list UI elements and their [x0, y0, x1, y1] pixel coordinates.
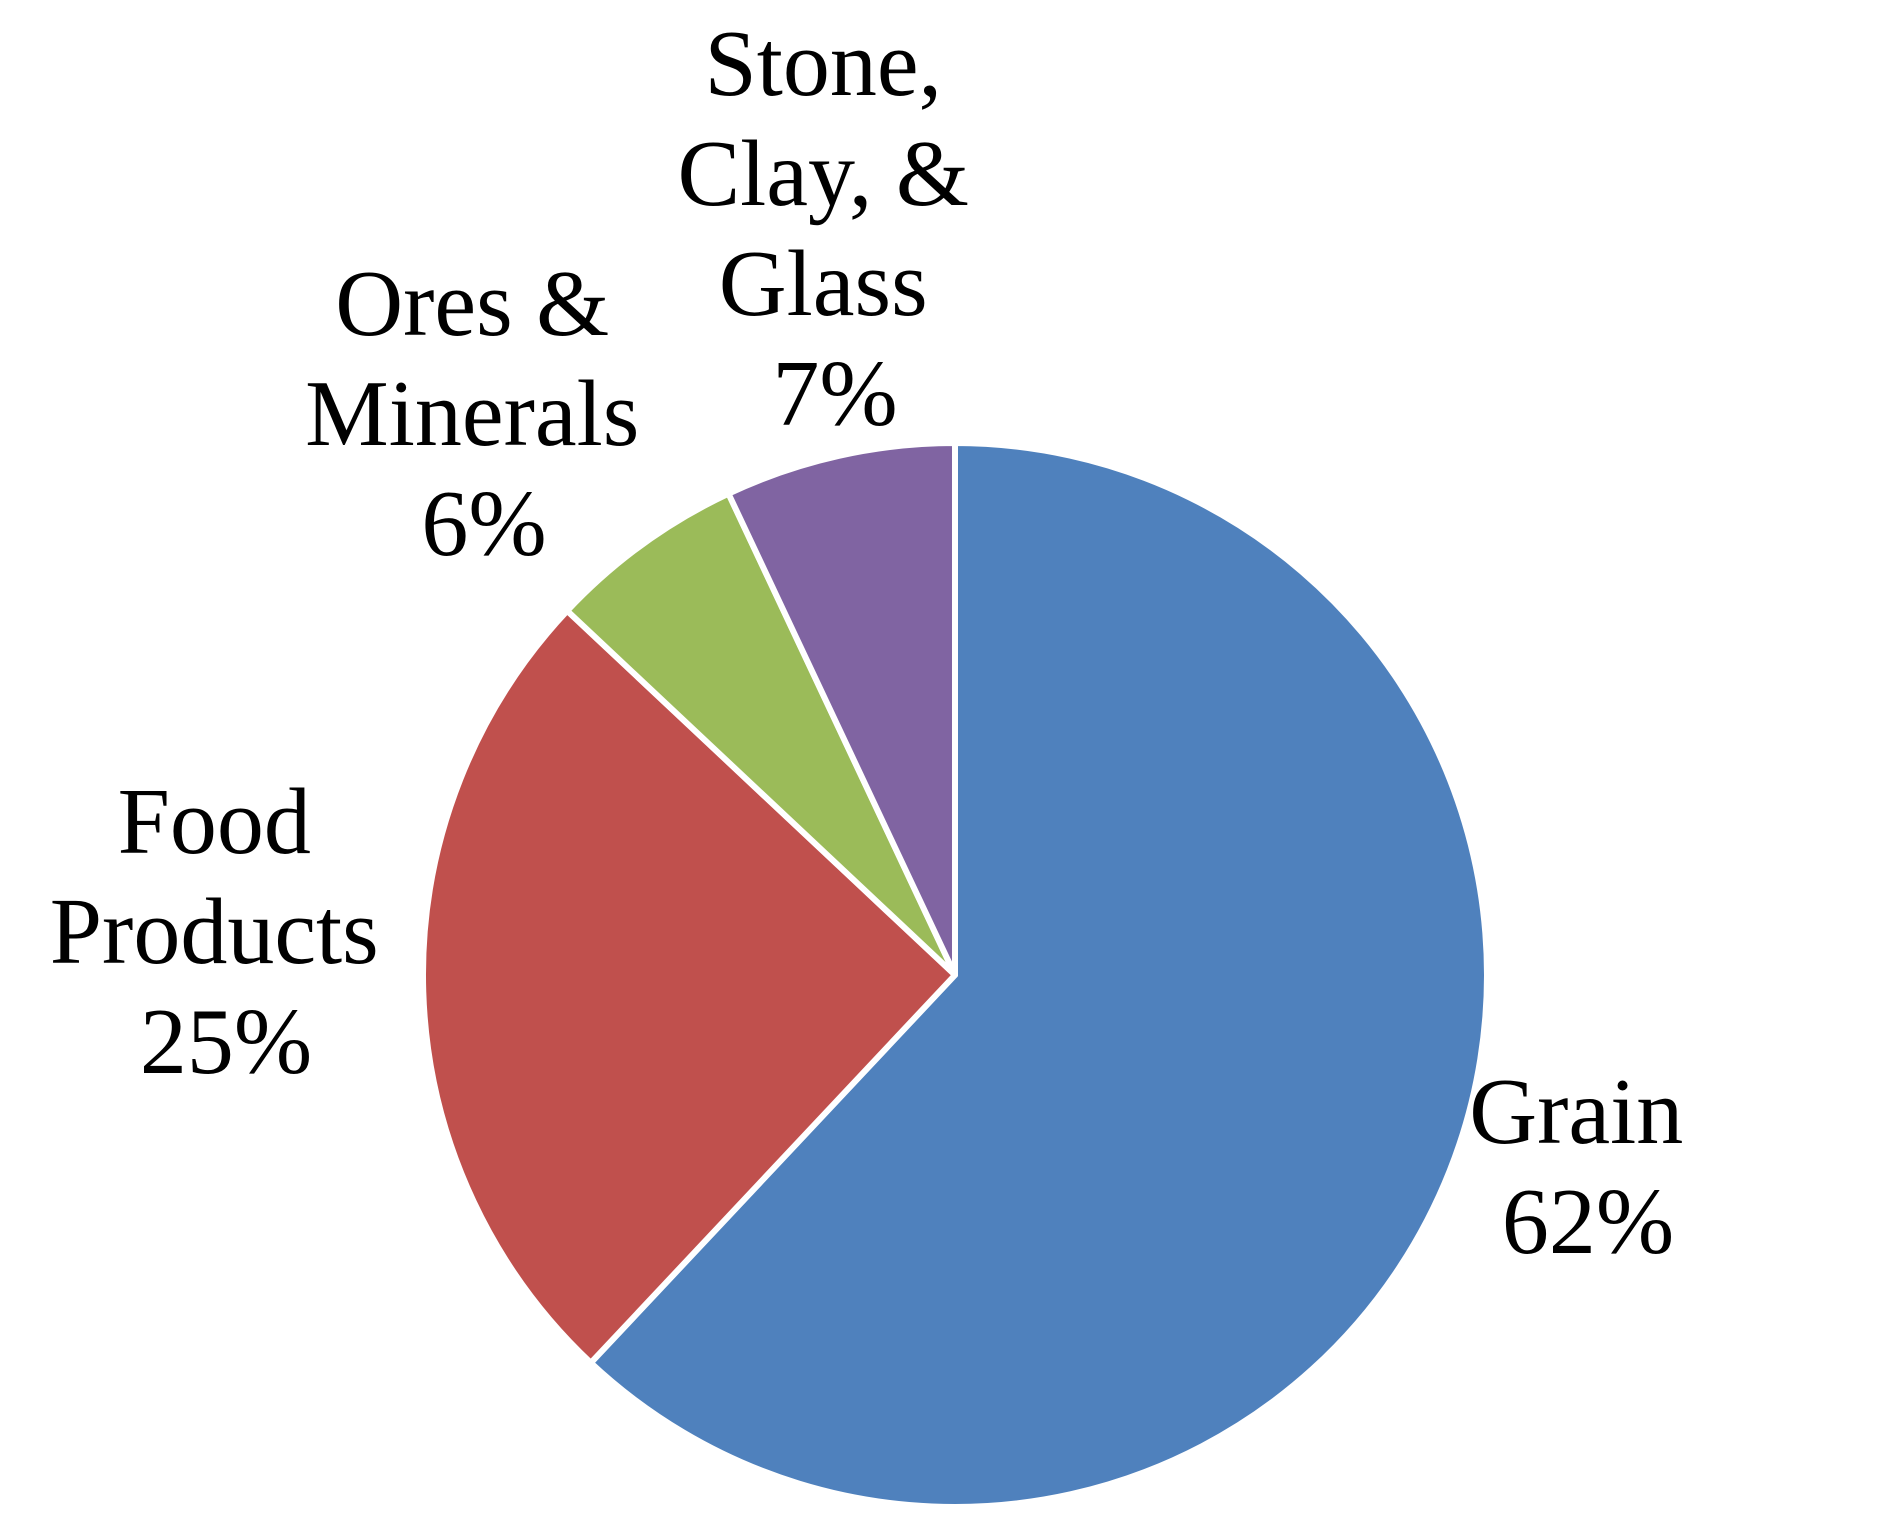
slice-value-label: 6%: [421, 472, 546, 576]
pie-slice-ores-minerals: [564, 490, 958, 978]
slice-label-stone-clay-glass: Stone, Clay, & Glass 7%: [677, 12, 992, 446]
labels-layer: Grain 62% Food Products 25% Ores & Mineral…: [50, 12, 1707, 1274]
slice-label-grain: Grain 62%: [1469, 1060, 1707, 1274]
slice-value-label: 25%: [140, 990, 312, 1094]
slice-label-food-products: Food Products 25%: [50, 770, 403, 1094]
slice-label-ores-minerals: Ores & Minerals 6%: [305, 252, 663, 576]
slice-value-label: 7%: [772, 342, 897, 446]
slices-layer: [420, 440, 1490, 1510]
pie-slice-stone-clay-glass: [725, 440, 958, 978]
slice-value-label: 62%: [1502, 1170, 1674, 1274]
pie-slice-food-products: [420, 607, 958, 1366]
pie-slice-grain: [587, 440, 1490, 1510]
